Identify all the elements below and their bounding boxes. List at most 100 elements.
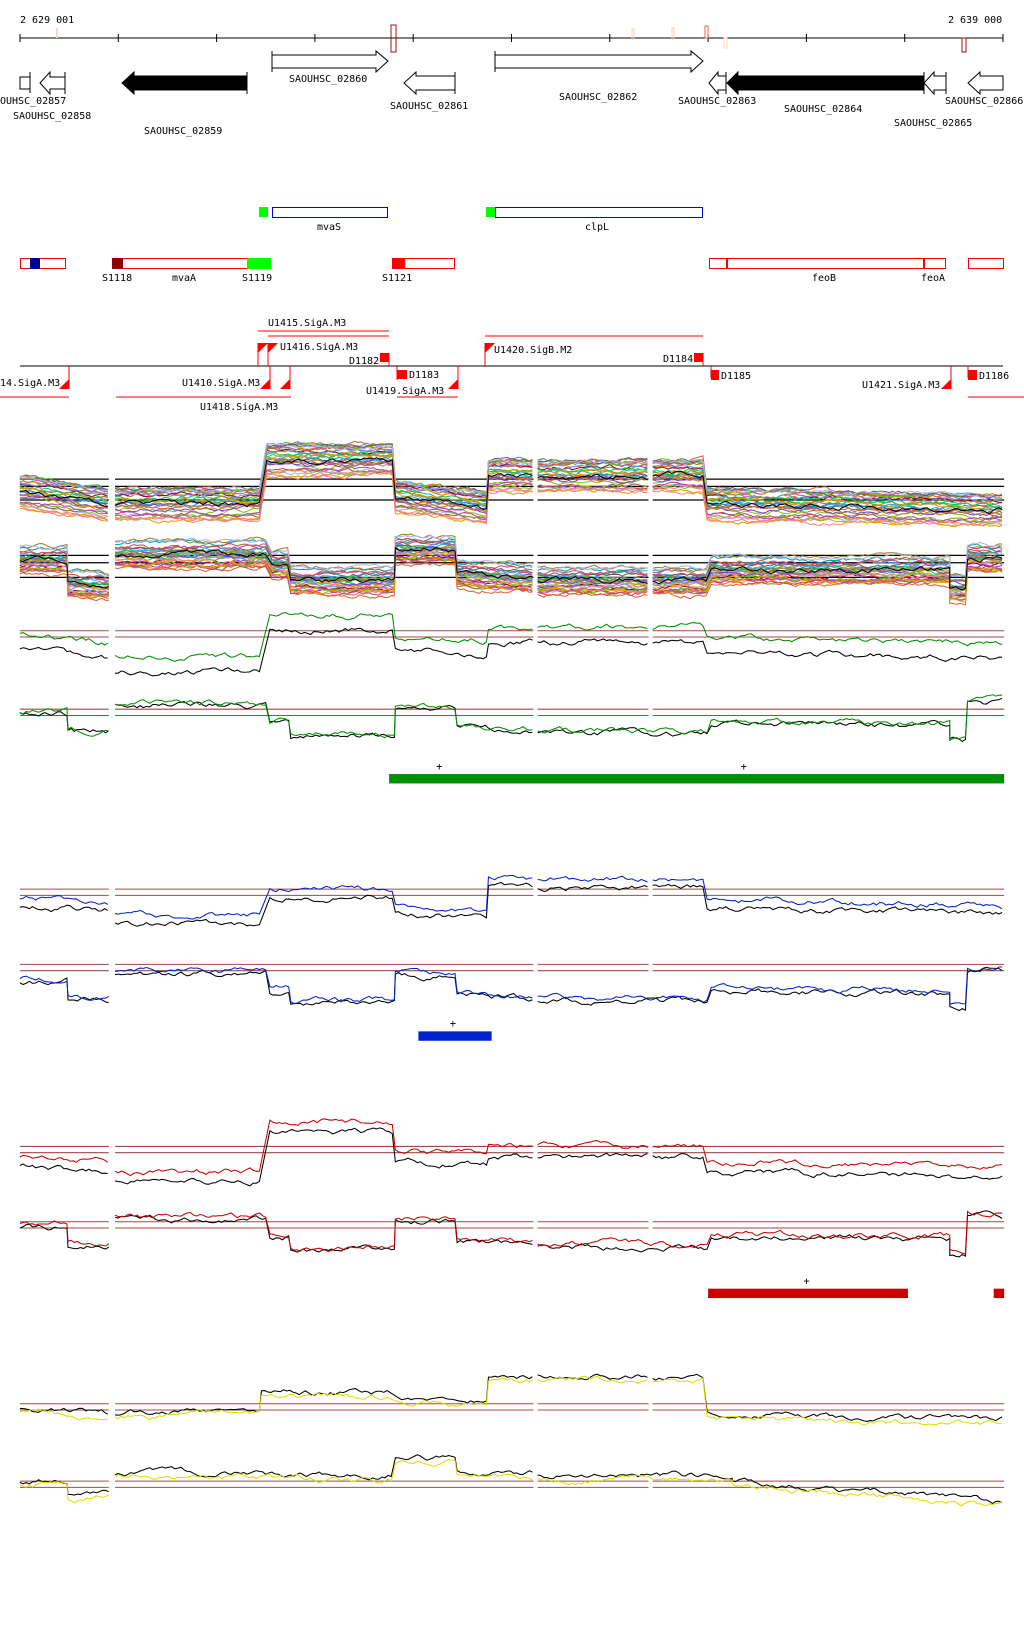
- ruler-mark: [704, 25, 709, 39]
- ruler-end-label: 2 639 000: [948, 15, 1002, 26]
- sample-profile-line: [19, 536, 1003, 578]
- segment-bar[interactable]: [708, 1288, 908, 1299]
- feature-box[interactable]: [968, 258, 1004, 269]
- promoter-track: U1416.SigA.M3 U1415.SigA.M3 D1182 U1420.…: [0, 318, 1024, 413]
- segment-bar[interactable]: [418, 1031, 492, 1041]
- segment-marker: +: [741, 761, 747, 773]
- feature-marker[interactable]: [30, 258, 40, 269]
- feature-marker-S1119[interactable]: [247, 258, 271, 269]
- gene-label: OUHSC_02857: [0, 96, 66, 107]
- condition-profile-line: [19, 1210, 1003, 1255]
- terminator-D1183[interactable]: [397, 370, 407, 379]
- sample-profile-line: [19, 468, 1003, 526]
- feature-marker-S1118[interactable]: [112, 258, 123, 269]
- promoter-label: U1420.SigB.M2: [494, 345, 572, 356]
- ruler-mark: [961, 37, 967, 53]
- gene-SAOUHSC_02857[interactable]: [19, 72, 31, 93]
- gene-SAOUHSC_02862[interactable]: [494, 49, 704, 74]
- gene-label: SAOUHSC_02866: [945, 96, 1023, 107]
- control-profile-line: [19, 1127, 1003, 1187]
- promoter-arrow[interactable]: [941, 379, 951, 389]
- feature-label: feoB: [812, 273, 836, 284]
- gene-label: SAOUHSC_02859: [144, 126, 222, 137]
- feature-track-plus: mvaS clpL: [259, 207, 703, 233]
- ruler-mark: [723, 37, 728, 49]
- sample-profile-line: [19, 551, 1003, 597]
- gene-SAOUHSC_02865[interactable]: [923, 70, 947, 96]
- terminator-D1185[interactable]: [711, 370, 719, 380]
- segment-bar[interactable]: [389, 774, 1005, 784]
- condition-profile-line: [19, 1118, 1003, 1177]
- promoter-label: U1421.SigA.M3: [862, 380, 940, 391]
- sample-profile-line: [19, 459, 1003, 516]
- segment-marker: +: [803, 1275, 809, 1287]
- promoter-arrow[interactable]: [260, 379, 270, 389]
- feature-label: feoA: [921, 273, 945, 284]
- promoter-arrow[interactable]: [448, 379, 458, 389]
- sample-profile-line: [19, 470, 1003, 528]
- control-profile-line: [19, 966, 1003, 1012]
- segment-bar[interactable]: [993, 1288, 1005, 1299]
- feature-label: S1119: [242, 273, 272, 284]
- gene-label: SAOUHSC_02863: [678, 96, 756, 107]
- sample-profile-line: [19, 457, 1003, 515]
- sample-profile-line: [19, 546, 1003, 591]
- control-profile-line: [19, 1454, 1003, 1505]
- promoter-arrow[interactable]: [59, 379, 69, 389]
- sample-profile-line: [19, 534, 1003, 577]
- gene-SAOUHSC_02861[interactable]: [403, 70, 456, 96]
- promoter-label: U1415.SigA.M3: [268, 318, 346, 329]
- promoter-arrow[interactable]: [280, 379, 290, 389]
- ruler-mark: [671, 27, 675, 40]
- promoter-label: U1416.SigA.M3: [280, 342, 358, 353]
- terminator-D1182[interactable]: [380, 353, 389, 362]
- gene-SAOUHSC_02860[interactable]: [271, 49, 389, 74]
- feature-clpL[interactable]: [495, 207, 703, 218]
- gene-label: SAOUHSC_02864: [784, 104, 862, 115]
- control-profile-line: [19, 1373, 1003, 1422]
- gene-SAOUHSC_02866[interactable]: [967, 70, 1004, 96]
- sample-profile-line: [19, 554, 1003, 597]
- feature-box[interactable]: [20, 258, 66, 269]
- gene-SAOUHSC_02864[interactable]: [726, 70, 925, 96]
- sample-profile-line: [19, 550, 1003, 593]
- sample-profile-line: [19, 467, 1003, 524]
- sample-profile-line: [19, 442, 1003, 499]
- terminator-D1184[interactable]: [694, 353, 703, 362]
- sample-profile-line: [19, 546, 1003, 591]
- feature-marker[interactable]: [486, 207, 495, 217]
- condition-profile-line: [19, 694, 1003, 742]
- promoter-label: U1418.SigA.M3: [200, 402, 278, 413]
- feature-mvaS[interactable]: [272, 207, 388, 218]
- segment-marker: +: [436, 761, 442, 773]
- sample-profile-line: [19, 555, 1003, 603]
- condition-profile-line: [19, 611, 1003, 663]
- feature-marker-S1121[interactable]: [392, 258, 405, 269]
- gene-SAOUHSC_02859[interactable]: [121, 70, 248, 96]
- promoter-arrow[interactable]: [258, 343, 268, 353]
- feature-marker[interactable]: [259, 207, 268, 217]
- sample-profile-line: [19, 551, 1003, 595]
- feature-label: S1118: [102, 273, 132, 284]
- sample-profile-line: [19, 443, 1003, 500]
- sample-profile-line: [19, 468, 1003, 525]
- gene-SAOUHSC_02863[interactable]: [708, 70, 727, 96]
- expression-tracks: + + + +: [19, 440, 1005, 1507]
- promoter-label: U1419.SigA.M3: [366, 386, 444, 397]
- control-profile-line: [19, 1210, 1003, 1258]
- gene-SAOUHSC_02858[interactable]: [39, 70, 66, 96]
- gene-labels: OUHSC_02857 SAOUHSC_02858 SAOUHSC_02859 …: [0, 74, 1023, 137]
- promoter-arrow[interactable]: [485, 343, 495, 353]
- ruler-mark: [631, 28, 635, 40]
- feature-mvaA[interactable]: [112, 258, 248, 269]
- feature-feoB[interactable]: [709, 258, 946, 269]
- gene-label: SAOUHSC_02858: [13, 111, 91, 122]
- promoter-arrow[interactable]: [268, 343, 278, 353]
- ruler-mark: [56, 28, 58, 38]
- gene-label: SAOUHSC_02861: [390, 101, 468, 112]
- condition-profile-line: [19, 1375, 1003, 1426]
- control-profile-line: [19, 627, 1003, 677]
- terminator-D1186[interactable]: [968, 370, 977, 380]
- terminator-label: D1183: [409, 370, 439, 381]
